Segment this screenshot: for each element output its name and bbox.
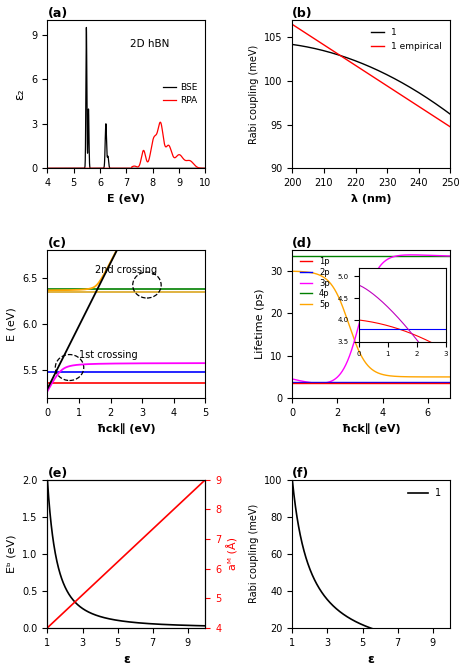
1 empirical (290, 21, 296, 29)
Y-axis label: Lifetime (ps): Lifetime (ps) (255, 289, 264, 359)
1 (423, 93, 428, 101)
1 empirical (383, 81, 389, 90)
1 (419, 637, 425, 645)
Y-axis label: E (eV): E (eV) (7, 307, 17, 341)
5p (416, 373, 421, 381)
3p (416, 251, 421, 259)
1 (383, 70, 389, 78)
4p (447, 253, 453, 261)
1p (413, 379, 419, 387)
2p (447, 378, 453, 386)
1 (383, 70, 389, 78)
4p (398, 253, 404, 261)
3p (398, 251, 404, 259)
5p (306, 269, 311, 277)
Line: 1 empirical: 1 empirical (292, 25, 450, 127)
Text: (b): (b) (292, 7, 313, 20)
1 (447, 110, 453, 118)
2p (416, 378, 421, 386)
1 (290, 41, 295, 49)
X-axis label: E (eV): E (eV) (108, 194, 146, 204)
1 (375, 627, 381, 635)
5p (290, 267, 295, 275)
3p (413, 251, 419, 259)
5p (359, 353, 365, 361)
Text: 1st crossing: 1st crossing (79, 350, 137, 360)
2p (398, 378, 404, 386)
1 empirical (383, 81, 389, 89)
Text: (c): (c) (47, 237, 66, 250)
3p (290, 375, 295, 383)
1 empirical (447, 123, 453, 131)
Legend: 1p, 2p, 3p, 4p, 5p: 1p, 2p, 3p, 4p, 5p (296, 254, 333, 313)
Line: 5p: 5p (292, 271, 450, 377)
4p (306, 253, 311, 261)
Line: 1: 1 (292, 45, 450, 114)
1p (290, 379, 295, 387)
4p (413, 253, 419, 261)
5p (413, 373, 419, 381)
X-axis label: ε: ε (368, 653, 375, 666)
4p (359, 253, 365, 261)
X-axis label: ħck∥ (eV): ħck∥ (eV) (342, 424, 401, 434)
5p (447, 373, 453, 381)
Y-axis label: ε₂: ε₂ (13, 88, 26, 100)
3p (447, 252, 453, 260)
Text: (e): (e) (47, 467, 68, 480)
X-axis label: ħck∥ (eV): ħck∥ (eV) (97, 424, 156, 434)
1p (359, 379, 365, 387)
1p (398, 379, 404, 387)
1p (447, 379, 453, 387)
1 (386, 71, 392, 79)
3p (354, 330, 359, 338)
1 empirical (290, 21, 295, 29)
Text: 2nd crossing: 2nd crossing (95, 265, 157, 275)
3p (409, 251, 414, 259)
2p (413, 378, 419, 386)
Y-axis label: Rabi coupling (meV): Rabi coupling (meV) (249, 504, 259, 603)
2p (359, 378, 365, 386)
1p (306, 379, 311, 387)
Legend: BSE, RPA: BSE, RPA (159, 79, 201, 109)
1 (444, 640, 449, 648)
1 empirical (423, 107, 428, 115)
5p (398, 373, 404, 381)
2p (353, 378, 359, 386)
1 (365, 623, 371, 631)
Text: 2D hBN: 2D hBN (129, 39, 169, 49)
1 (290, 476, 295, 484)
2p (306, 378, 311, 386)
4p (290, 253, 295, 261)
1 (447, 640, 453, 648)
5p (353, 341, 359, 349)
Y-axis label: aᴹ (Å): aᴹ (Å) (227, 537, 238, 570)
1 empirical (433, 114, 438, 122)
1 empirical (386, 83, 392, 91)
1 (383, 629, 389, 637)
Legend: 1, 1 empirical: 1, 1 empirical (367, 25, 446, 54)
1 (433, 100, 438, 108)
3p (317, 379, 323, 387)
Y-axis label: Eᵇ (eV): Eᵇ (eV) (7, 534, 17, 573)
3p (359, 309, 365, 317)
Line: 1: 1 (292, 480, 450, 644)
X-axis label: ε: ε (123, 653, 130, 666)
4p (353, 253, 359, 261)
1p (353, 379, 359, 387)
3p (306, 378, 311, 386)
Legend: 1: 1 (404, 484, 446, 502)
1 (365, 623, 370, 631)
Text: (f): (f) (292, 467, 310, 480)
1p (416, 379, 421, 387)
Y-axis label: Rabi coupling (meV): Rabi coupling (meV) (248, 45, 258, 144)
Text: (d): (d) (292, 237, 313, 250)
Line: 3p: 3p (292, 255, 450, 383)
1 (290, 41, 296, 49)
2p (290, 378, 295, 386)
4p (416, 253, 421, 261)
Text: (a): (a) (47, 7, 68, 20)
X-axis label: λ (nm): λ (nm) (351, 194, 392, 204)
